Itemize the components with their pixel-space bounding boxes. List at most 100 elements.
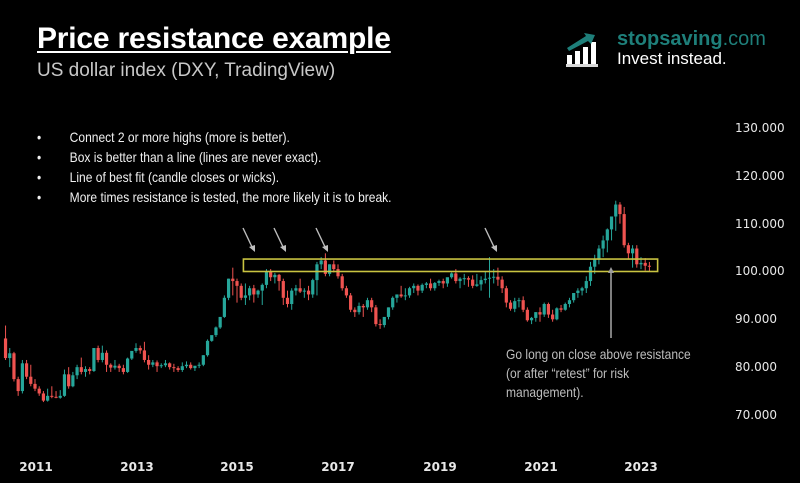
candle-body <box>521 300 525 310</box>
candle-body <box>529 317 534 321</box>
candle-body <box>416 285 420 291</box>
candle-body <box>551 314 555 320</box>
candle-body <box>395 294 399 298</box>
candle-body <box>361 305 365 308</box>
candle-body <box>466 278 471 280</box>
candle-body <box>248 288 252 296</box>
arrow-head-icon <box>249 245 255 252</box>
arrow-head-icon <box>491 245 497 252</box>
y-tick-label: 70.000 <box>735 408 777 422</box>
candle-body <box>214 327 218 336</box>
candle-body <box>340 276 344 289</box>
candle-body <box>147 359 151 365</box>
x-tick-label: 2021 <box>524 460 558 474</box>
page-subtitle: US dollar index (DXY, TradingView) <box>37 60 336 81</box>
candle-body <box>618 204 622 215</box>
candle-body <box>24 363 29 377</box>
candle-body <box>231 278 235 282</box>
candle-body <box>67 374 71 387</box>
candle-body <box>462 278 466 280</box>
candle-body <box>138 348 142 351</box>
x-tick-label: 2011 <box>19 460 53 474</box>
candle-body <box>269 271 273 278</box>
candle-body <box>294 288 298 291</box>
arrow-head-icon <box>280 245 286 252</box>
candle-body <box>450 273 454 278</box>
pointer-arrow-icon <box>484 227 496 250</box>
candle-body <box>614 204 618 217</box>
candle-body <box>281 281 285 298</box>
candle-body <box>332 264 336 270</box>
candle-body <box>306 290 311 295</box>
candle-body <box>441 281 445 284</box>
candle-body <box>33 383 37 389</box>
candle-body <box>37 388 41 394</box>
candle-body <box>454 273 458 282</box>
pointer-arrow-icon <box>273 227 285 250</box>
candle-body <box>172 367 176 369</box>
candle-body <box>479 280 483 285</box>
candle-body <box>412 285 416 289</box>
candle-body <box>159 365 163 367</box>
candle-body <box>3 338 8 359</box>
pointer-arrow-icon <box>315 227 327 250</box>
candle-body <box>41 393 46 401</box>
candle-body <box>235 281 239 286</box>
candle-body <box>92 348 96 371</box>
candle-body <box>584 281 588 289</box>
candle-body <box>113 365 117 368</box>
candle-body <box>20 363 24 392</box>
candle-body <box>201 355 205 365</box>
x-tick-label: 2019 <box>423 460 457 474</box>
candle-body <box>71 375 75 387</box>
candle-body <box>62 374 67 396</box>
candle-body <box>391 297 395 308</box>
candle-body <box>483 278 487 281</box>
candle-body <box>311 280 315 295</box>
candle-body <box>546 304 551 315</box>
x-tick-label: 2023 <box>624 460 658 474</box>
candle-body <box>353 309 357 313</box>
candle-body <box>8 353 12 359</box>
candle-body <box>428 283 433 289</box>
brand-site-name: stopsaving.com <box>617 28 766 50</box>
candle-body <box>513 301 517 309</box>
candle-body <box>622 214 626 246</box>
tip-item: Box is better than a line (lines are nev… <box>37 147 392 167</box>
page-title: Price resistance example <box>37 22 391 55</box>
candle-body <box>555 308 559 320</box>
candle-body <box>285 297 290 305</box>
candle-body <box>151 362 155 365</box>
candle-body <box>193 365 197 369</box>
candle-body <box>252 288 256 295</box>
candle-body <box>508 302 513 309</box>
tip-item: More times resistance is tested, the mor… <box>37 187 392 207</box>
candle-body <box>155 362 159 367</box>
candle-body <box>142 350 147 360</box>
candle-body <box>218 316 222 328</box>
candle-body <box>437 281 441 283</box>
breakout-annotation: Go long on close above resistance (or af… <box>506 346 691 400</box>
candle-body <box>298 288 302 292</box>
candle-body <box>256 290 260 295</box>
candle-body <box>559 308 563 310</box>
candle-body <box>433 282 437 289</box>
candle-body <box>121 368 125 372</box>
candle-body <box>517 300 521 302</box>
candle-body <box>46 395 50 401</box>
pointer-arrow-icon <box>242 227 254 250</box>
candle-body <box>580 288 584 291</box>
candle-body <box>643 262 647 266</box>
candle-body <box>420 284 424 291</box>
candle-body <box>130 350 134 359</box>
candle-body <box>176 368 180 371</box>
candle-body <box>50 395 54 397</box>
candle-body <box>378 324 382 326</box>
candle-body <box>222 297 226 317</box>
candle-body <box>336 269 340 277</box>
candle-body <box>593 259 597 267</box>
candle-body <box>104 352 109 365</box>
candle-body <box>475 284 479 286</box>
candle-body <box>525 309 529 321</box>
